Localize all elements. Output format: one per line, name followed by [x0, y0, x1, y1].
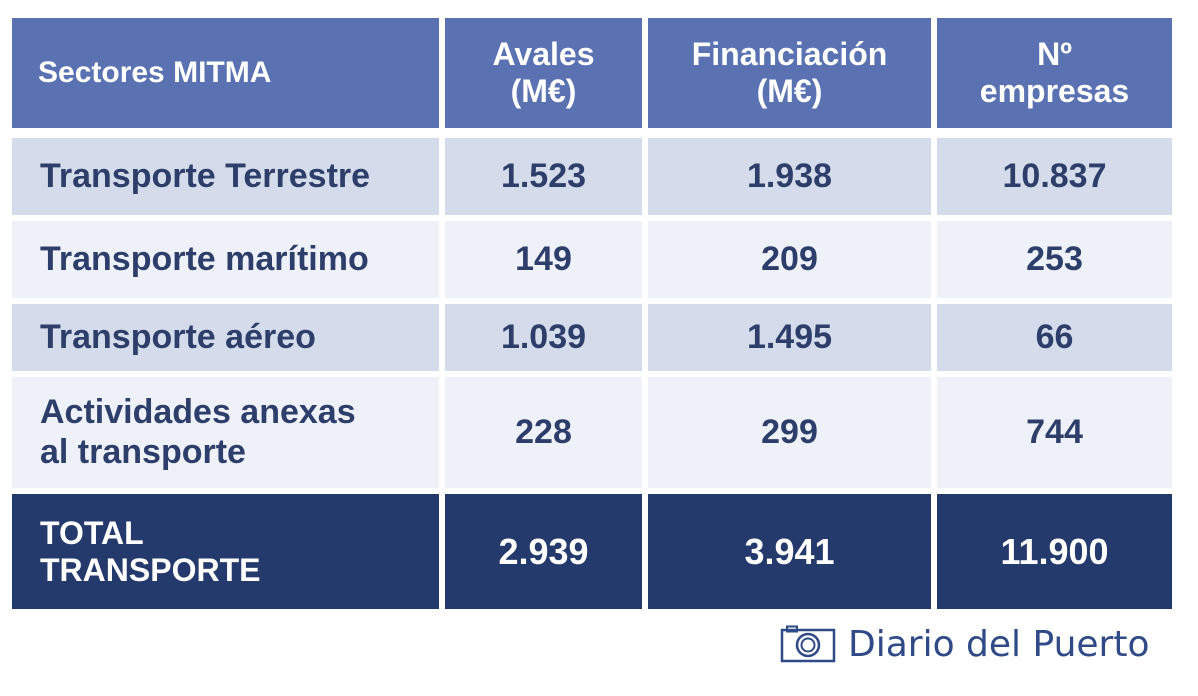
table-cell: 66 — [937, 304, 1172, 371]
total-cell: 2.939 — [445, 494, 642, 609]
table-cell: 253 — [937, 221, 1172, 298]
row-label: Transporte Terrestre — [12, 138, 439, 215]
photo-credit: Diario del Puerto — [780, 623, 1150, 665]
credit-text: Diario del Puerto — [848, 623, 1150, 665]
table-cell: 299 — [648, 377, 931, 488]
table-cell: 1.495 — [648, 304, 931, 371]
camera-icon — [780, 625, 836, 663]
table-cell: 10.837 — [937, 138, 1172, 215]
column-header: Avales (M€) — [445, 18, 642, 128]
total-label: TOTAL TRANSPORTE — [12, 494, 439, 609]
column-header: Financiación (M€) — [648, 18, 931, 128]
column-header: Sectores MITMA — [12, 18, 439, 128]
row-label: Transporte aéreo — [12, 304, 439, 371]
table-cell: 744 — [937, 377, 1172, 488]
row-label: Transporte marítimo — [12, 221, 439, 298]
table-cell: 1.523 — [445, 138, 642, 215]
row-label: Actividades anexas al transporte — [12, 377, 439, 488]
table-cell: 209 — [648, 221, 931, 298]
total-cell: 3.941 — [648, 494, 931, 609]
column-header: Nº empresas — [937, 18, 1172, 128]
table-cell: 1.938 — [648, 138, 931, 215]
table-cell: 228 — [445, 377, 642, 488]
table-cell: 1.039 — [445, 304, 642, 371]
total-cell: 11.900 — [937, 494, 1172, 609]
table-cell: 149 — [445, 221, 642, 298]
